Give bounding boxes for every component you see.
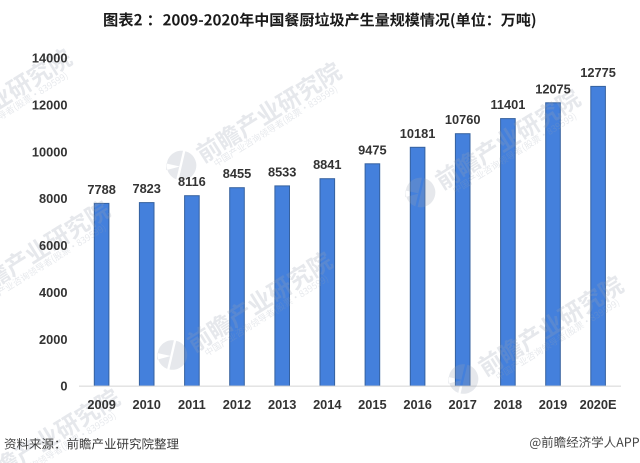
svg-text:8533: 8533	[268, 164, 296, 179]
svg-text:2017: 2017	[448, 397, 476, 412]
svg-text:12775: 12775	[580, 65, 616, 80]
svg-text:2009: 2009	[87, 397, 115, 412]
svg-text:8841: 8841	[313, 157, 341, 172]
svg-text:2016: 2016	[403, 397, 431, 412]
svg-text:10181: 10181	[400, 126, 436, 141]
svg-text:12000: 12000	[32, 97, 68, 112]
svg-text:11401: 11401	[490, 97, 525, 112]
svg-text:14000: 14000	[32, 51, 68, 66]
svg-text:12075: 12075	[535, 81, 571, 96]
svg-text:2014: 2014	[313, 397, 342, 412]
svg-text:10000: 10000	[32, 144, 68, 159]
svg-text:0: 0	[60, 379, 67, 394]
svg-text:6000: 6000	[39, 238, 67, 253]
svg-text:2011: 2011	[178, 397, 206, 412]
svg-text:2019: 2019	[539, 397, 567, 412]
svg-text:9475: 9475	[358, 142, 386, 157]
svg-text:7788: 7788	[87, 182, 115, 197]
svg-text:2013: 2013	[268, 397, 296, 412]
svg-text:2010: 2010	[132, 397, 160, 412]
svg-text:8116: 8116	[178, 174, 206, 189]
svg-text:2018: 2018	[494, 397, 522, 412]
svg-text:10760: 10760	[445, 112, 481, 127]
svg-text:8455: 8455	[223, 166, 251, 181]
svg-text:4000: 4000	[39, 285, 67, 300]
svg-text:8000: 8000	[39, 191, 67, 206]
svg-text:7823: 7823	[132, 181, 160, 196]
svg-text:2012: 2012	[223, 397, 251, 412]
svg-text:2000: 2000	[39, 332, 67, 347]
svg-text:2020E: 2020E	[580, 397, 617, 412]
svg-text:2015: 2015	[358, 397, 386, 412]
